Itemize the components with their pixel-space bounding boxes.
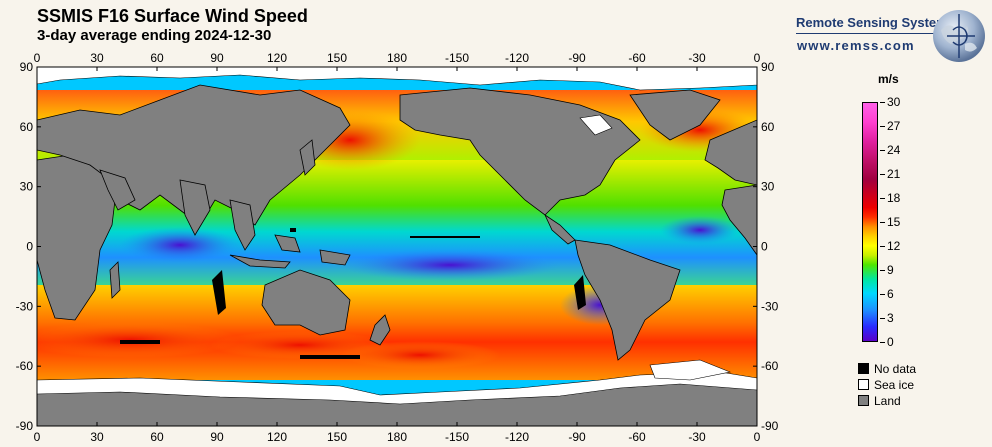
colorbar-label: 0 bbox=[887, 335, 894, 349]
bottom-axis-label: 0 bbox=[754, 430, 761, 444]
top-axis-label: 30 bbox=[90, 51, 104, 65]
right-axis-label: 60 bbox=[761, 120, 775, 134]
colorbar-tick bbox=[880, 270, 885, 271]
globe-logo-icon bbox=[933, 10, 985, 62]
map-subtitle: 3-day average ending 2024-12-30 bbox=[37, 27, 272, 44]
colorbar-label: 6 bbox=[887, 287, 894, 301]
bottom-axis-label: 0 bbox=[34, 430, 41, 444]
colorbar-label: 18 bbox=[887, 191, 901, 205]
right-axis-label: 30 bbox=[761, 180, 775, 194]
bottom-axis-label: 60 bbox=[150, 430, 164, 444]
legend-swatch-nodata bbox=[858, 363, 869, 374]
left-axis-label: 0 bbox=[26, 240, 33, 254]
right-axis-label: -60 bbox=[761, 359, 779, 373]
colorbar-label: 15 bbox=[887, 215, 901, 229]
axis-ticks bbox=[36, 66, 758, 427]
bottom-axis-label: -120 bbox=[505, 430, 529, 444]
brand-name: Remote Sensing Systems bbox=[796, 15, 955, 30]
colorbar-label: 24 bbox=[887, 143, 901, 157]
sea-ice bbox=[37, 67, 757, 405]
legend-label-land: Land bbox=[874, 394, 901, 408]
colorbar-tick bbox=[880, 342, 885, 343]
axis-labels: 0 0 30 30 60 60 90 90 120 120 150 150 180 180 -150 -150… bbox=[16, 51, 779, 444]
no-data-swaths bbox=[120, 228, 586, 359]
colorbar-tick bbox=[880, 174, 885, 175]
bottom-axis-label: -30 bbox=[688, 430, 706, 444]
top-axis-label: 120 bbox=[267, 51, 287, 65]
legend-label-nodata: No data bbox=[874, 362, 917, 376]
colorbar-tick bbox=[880, 294, 885, 295]
map-title: SSMIS F16 Surface Wind Speed bbox=[37, 6, 308, 26]
colorbar-tick bbox=[880, 150, 885, 151]
left-axis-label: -30 bbox=[16, 299, 34, 313]
top-axis-label: 90 bbox=[210, 51, 224, 65]
right-axis-label: -30 bbox=[761, 299, 779, 313]
left-axis-label: -60 bbox=[16, 359, 34, 373]
top-axis-label: -30 bbox=[688, 51, 706, 65]
left-axis-label: -90 bbox=[16, 419, 34, 433]
colorbar-tick bbox=[880, 102, 885, 103]
colorbar-tick bbox=[880, 246, 885, 247]
legend-swatch-land bbox=[858, 395, 869, 406]
bottom-axis-label: 90 bbox=[210, 430, 224, 444]
bottom-axis-label: -90 bbox=[568, 430, 586, 444]
top-axis-label: 180 bbox=[387, 51, 407, 65]
bottom-axis-label: 120 bbox=[267, 430, 287, 444]
left-axis-label: 90 bbox=[20, 60, 34, 74]
top-axis-label: -60 bbox=[628, 51, 646, 65]
colorbar-label: 27 bbox=[887, 119, 901, 133]
colorbar-tick bbox=[880, 198, 885, 199]
brand-divider bbox=[796, 33, 950, 34]
bottom-axis-label: -150 bbox=[445, 430, 469, 444]
top-axis-label: -150 bbox=[445, 51, 469, 65]
top-axis-label: -120 bbox=[505, 51, 529, 65]
colorbar bbox=[862, 102, 878, 342]
right-axis-label: -90 bbox=[761, 419, 779, 433]
bottom-axis-label: -60 bbox=[628, 430, 646, 444]
colorbar-unit: m/s bbox=[878, 72, 899, 86]
colorbar-tick bbox=[880, 318, 885, 319]
legend-swatch-seaice bbox=[858, 379, 869, 390]
colorbar-label: 3 bbox=[887, 311, 894, 325]
map-field bbox=[37, 67, 757, 426]
colorbar-label: 9 bbox=[887, 263, 894, 277]
colorbar-label: 21 bbox=[887, 167, 901, 181]
left-axis-label: 30 bbox=[20, 180, 34, 194]
bottom-axis-label: 150 bbox=[327, 430, 347, 444]
colorbar-tick bbox=[880, 126, 885, 127]
colorbar-label: 30 bbox=[887, 95, 901, 109]
top-axis-label: 150 bbox=[327, 51, 347, 65]
top-axis-label: 0 bbox=[34, 51, 41, 65]
brand-url[interactable]: www.remss.com bbox=[797, 38, 915, 53]
right-axis-label: 0 bbox=[761, 240, 768, 254]
colorbar-tick bbox=[880, 222, 885, 223]
left-axis-label: 60 bbox=[20, 120, 34, 134]
top-axis-label: 0 bbox=[754, 51, 761, 65]
colorbar-label: 12 bbox=[887, 239, 901, 253]
top-axis-label: -90 bbox=[568, 51, 586, 65]
right-axis-label: 90 bbox=[761, 60, 775, 74]
bottom-axis-label: 30 bbox=[90, 430, 104, 444]
top-axis-label: 60 bbox=[150, 51, 164, 65]
bottom-axis-label: 180 bbox=[387, 430, 407, 444]
legend-label-seaice: Sea ice bbox=[874, 378, 915, 392]
